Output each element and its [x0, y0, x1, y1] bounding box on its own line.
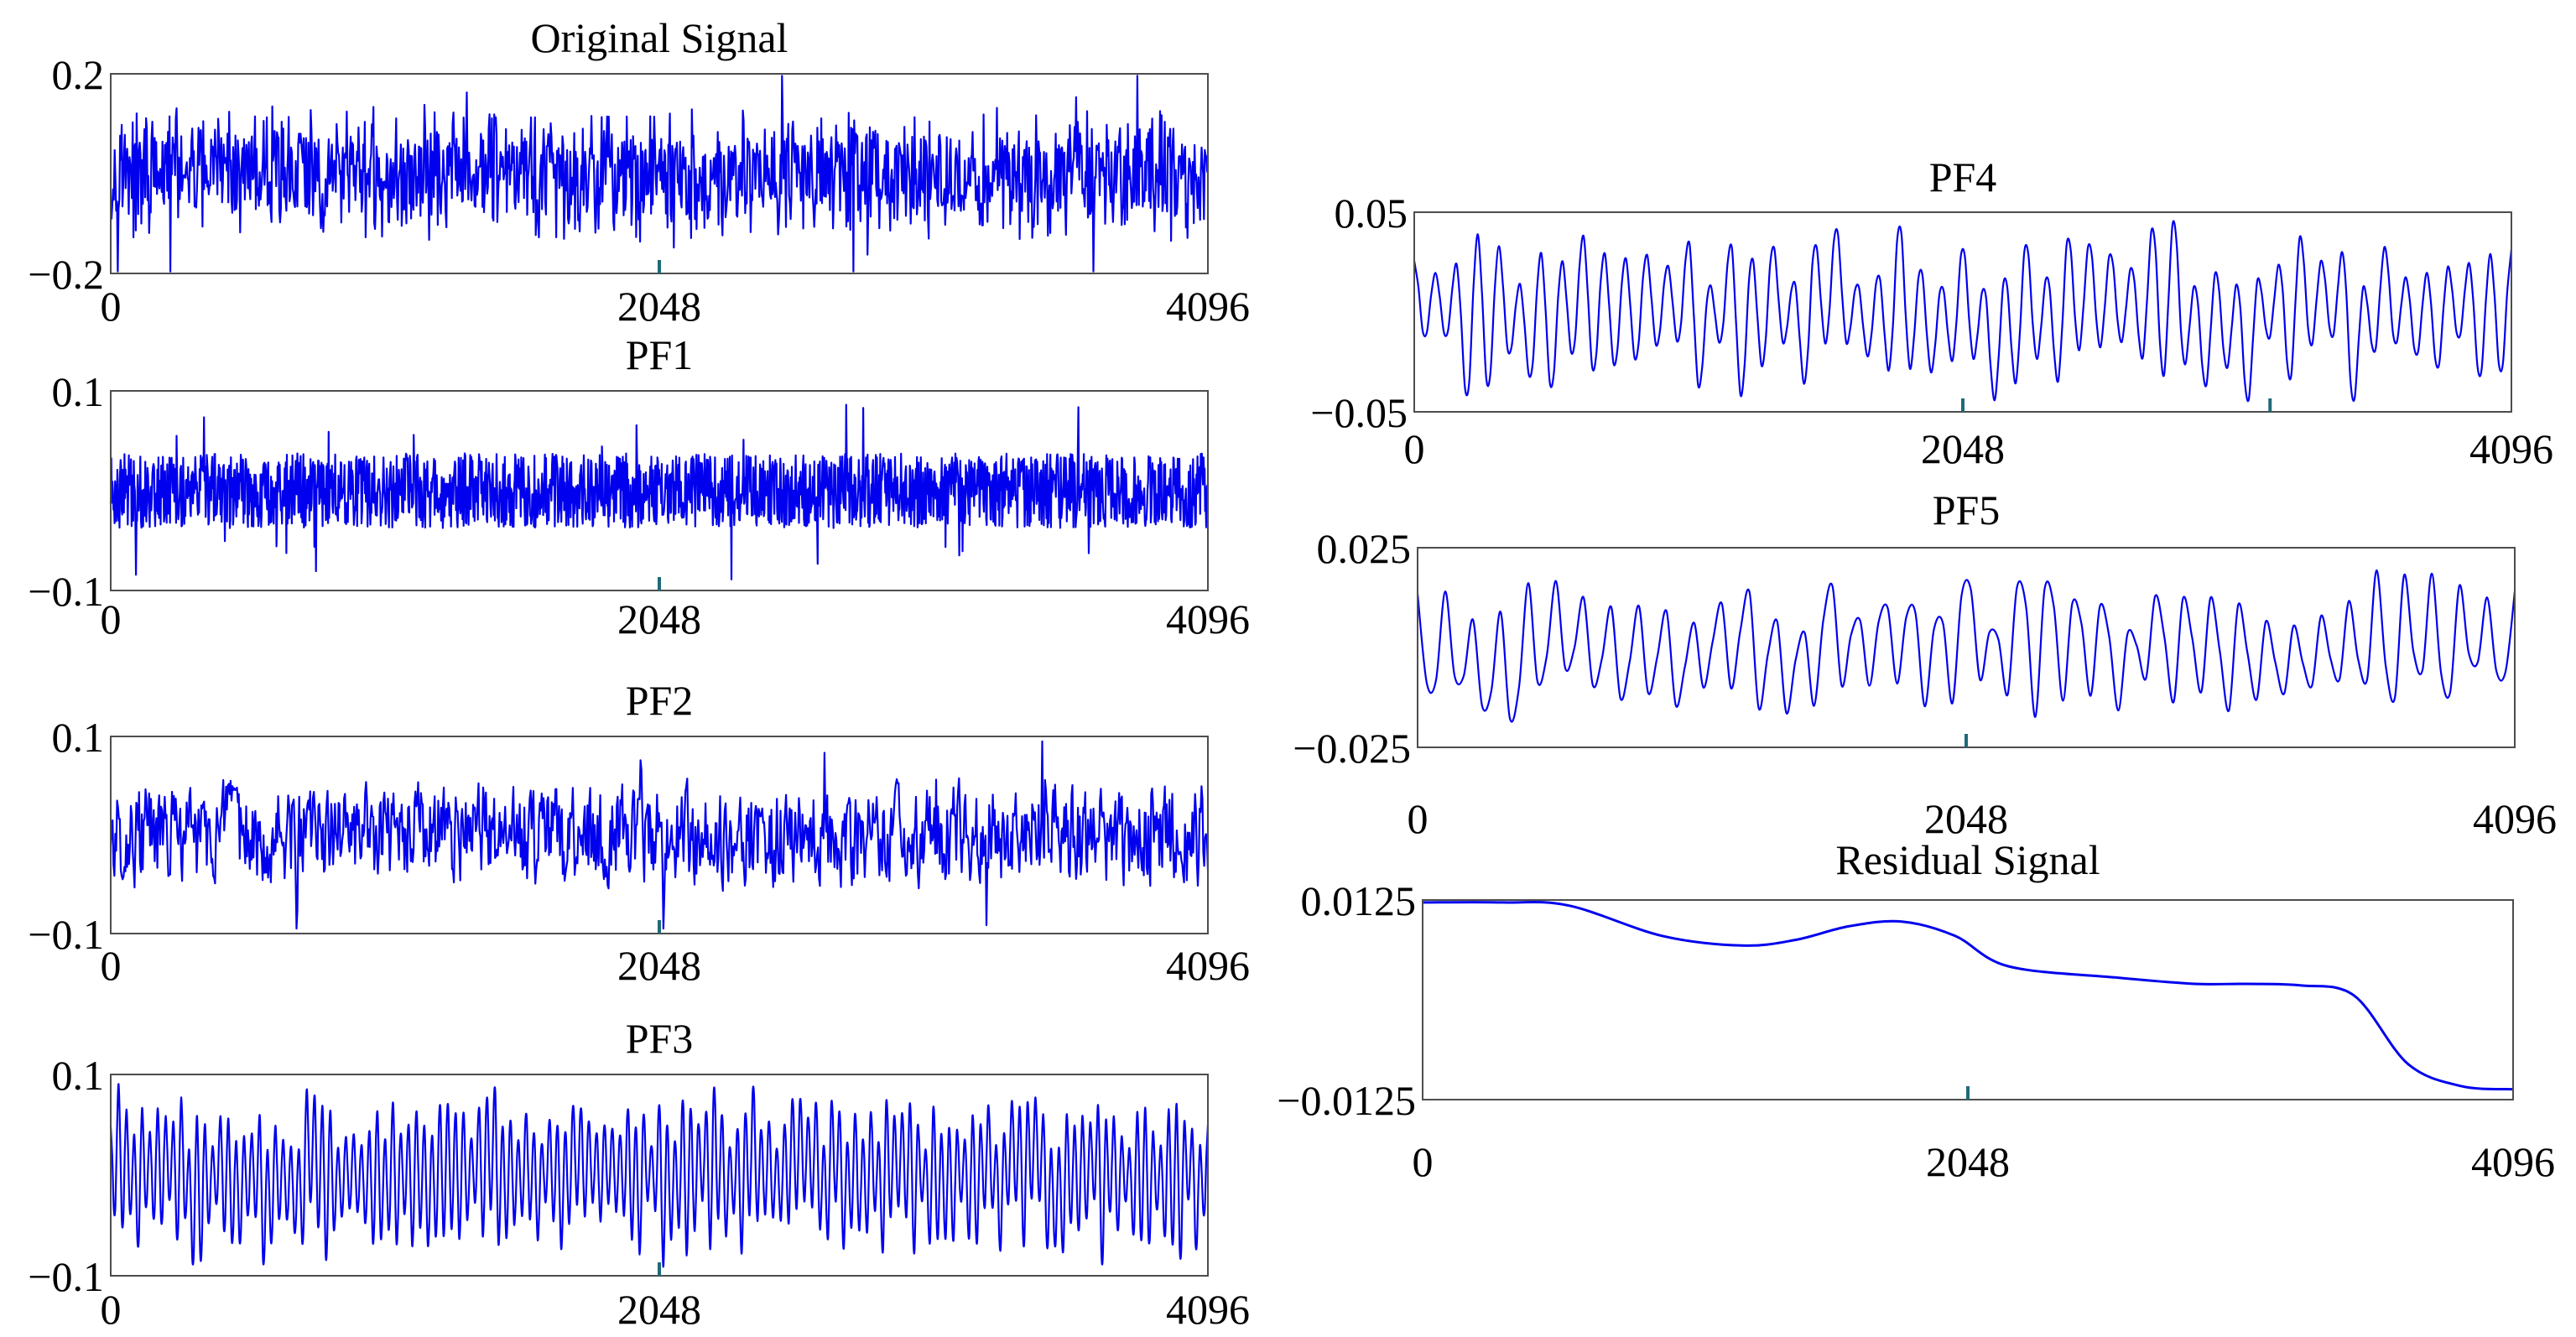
- x-tick-label: 0: [101, 942, 122, 989]
- panel-2: PF1 0 2048 4096 0.1 −0.1: [28, 331, 1250, 642]
- x-tick-label: 0: [1413, 1138, 1434, 1185]
- x-tick-label: 2048: [617, 942, 701, 989]
- panel-4: PF3 0 2048 4096 0.1 −0.1: [28, 1015, 1250, 1333]
- y-tick-label: 0.0125: [1301, 877, 1417, 924]
- panel-3: PF2 0 2048 4096 0.1 −0.1: [28, 677, 1250, 989]
- panel-1: Original Signal 0 2048 4096 0.2 −0.2: [28, 14, 1250, 330]
- x-tick-label: 4096: [2471, 1138, 2555, 1185]
- series-line: [109, 75, 1210, 273]
- x-tick-label: 0: [1404, 425, 1425, 472]
- y-tick-label: −0.1: [28, 911, 104, 958]
- y-tick-label: −0.025: [1293, 725, 1411, 772]
- x-tick-label: 0: [1408, 795, 1429, 842]
- y-tick-label: −0.0125: [1277, 1077, 1416, 1124]
- y-tick-label: −0.2: [28, 251, 104, 298]
- y-tick-label: −0.1: [28, 568, 104, 615]
- x-tick-label: 2048: [1926, 1138, 2010, 1185]
- series-line: [109, 740, 1210, 930]
- x-tick-label: 0: [101, 596, 122, 642]
- x-tick-label: 2048: [617, 596, 701, 642]
- series-line: [109, 1083, 1210, 1268]
- series-line: [109, 403, 1210, 580]
- series-line: [1416, 569, 2516, 723]
- plot-frame: [1417, 547, 2516, 748]
- series-line: [1422, 901, 2514, 1091]
- panel-title: Residual Signal: [1835, 836, 2100, 883]
- y-tick-label: −0.05: [1310, 389, 1408, 436]
- x-tick-label: 2048: [1921, 425, 2005, 472]
- x-tick-label: 4096: [2469, 425, 2553, 472]
- panel-title: PF1: [626, 331, 694, 378]
- y-tick-label: 0.1: [52, 368, 105, 415]
- x-tick-label: 2048: [617, 1286, 701, 1333]
- x-tick-label: 4096: [1166, 1286, 1250, 1333]
- plot-frame: [1422, 899, 2514, 1100]
- x-tick-label: 2048: [617, 283, 701, 330]
- x-tick-label: 0: [101, 1286, 122, 1333]
- panel-5: PF4 0 2048 4096 0.05 −0.05: [1310, 153, 2553, 472]
- panel-title: PF3: [626, 1015, 694, 1062]
- y-tick-label: 0.2: [52, 51, 105, 98]
- panel-7: Residual Signal 0 2048 4096 0.0125 −0.0125: [1277, 836, 2555, 1185]
- panel-title: PF2: [626, 677, 694, 724]
- panel-title: PF5: [1933, 486, 2001, 533]
- x-tick-label: 4096: [1166, 942, 1250, 989]
- x-tick-label: 4096: [1166, 283, 1250, 330]
- x-tick-label: 2048: [1924, 795, 2008, 842]
- x-tick-label: 0: [101, 283, 122, 330]
- y-tick-label: −0.1: [28, 1253, 104, 1300]
- panel-title: Original Signal: [531, 14, 788, 61]
- y-tick-label: 0.1: [52, 1052, 105, 1099]
- x-tick-label: 4096: [1166, 596, 1250, 642]
- x-tick-label: 4096: [2473, 795, 2557, 842]
- y-tick-label: 0.1: [52, 714, 105, 761]
- panel-6: PF5 0 2048 4096 0.025 −0.025: [1293, 486, 2557, 842]
- y-tick-label: 0.025: [1317, 525, 1412, 572]
- series-line: [1413, 220, 2513, 403]
- y-tick-label: 0.05: [1335, 190, 1408, 237]
- panel-title: PF4: [1929, 153, 1997, 200]
